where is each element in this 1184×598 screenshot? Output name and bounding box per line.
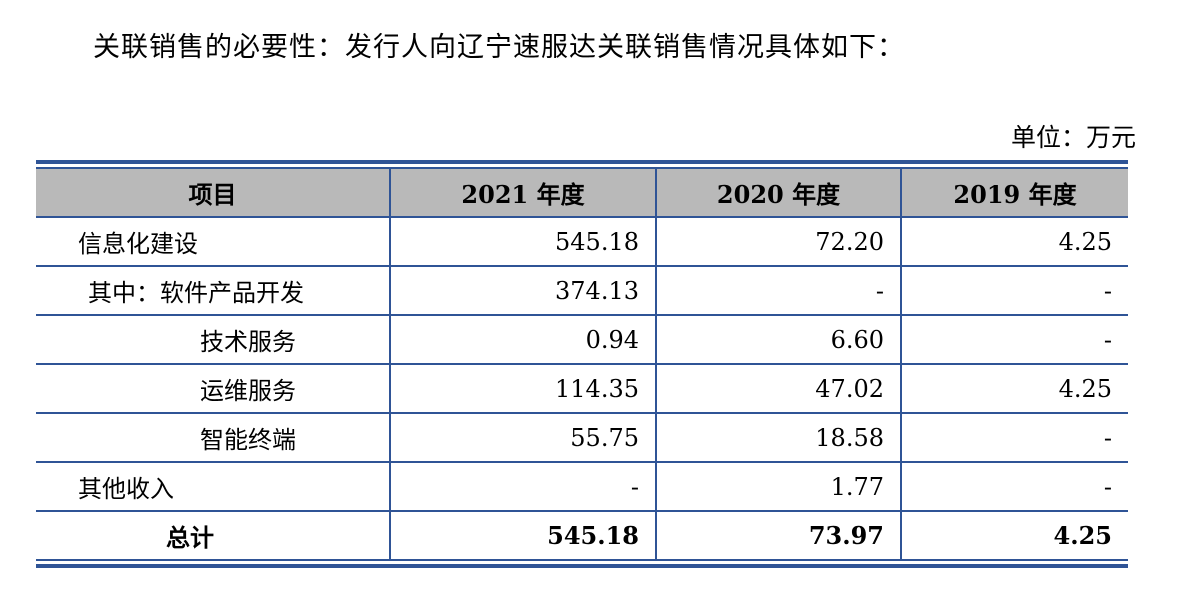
row-label: 其他收入	[36, 462, 390, 512]
unit-label: 单位：万元	[1010, 123, 1136, 152]
total-row: 总计 545.18 73.97 4.25	[36, 511, 1128, 559]
table-bottom-rule-thin	[36, 559, 1128, 561]
cell-2019: -	[900, 413, 1128, 463]
table-row: 信息化建设 545.18 72.20 4.25	[36, 217, 1128, 267]
row-label: 信息化建设	[36, 217, 390, 267]
row-label: 技术服务	[36, 315, 390, 365]
row-label: 智能终端	[36, 413, 390, 463]
table-row: 智能终端 55.75 18.58 -	[36, 413, 1128, 463]
total-2020: 73.97	[655, 511, 901, 559]
related-sales-table-wrapper: 项目 2021 年度 2020 年度 2019 年度 信息化建设 545.18 …	[36, 160, 1128, 568]
cell-2020: -	[655, 266, 901, 316]
header-2020: 2020 年度	[655, 169, 901, 218]
header-2019: 2019 年度	[900, 169, 1128, 218]
table-bottom-rule-thick	[36, 564, 1128, 568]
cell-2021: 374.13	[389, 266, 656, 316]
cell-2019: -	[900, 266, 1128, 316]
intro-paragraph: 关联销售的必要性：发行人向辽宁速服达关联销售情况具体如下：	[93, 32, 905, 63]
table-top-rule-thick	[36, 160, 1128, 164]
table-top-rule-thin	[36, 167, 1128, 169]
cell-2020: 18.58	[655, 413, 901, 463]
cell-2020: 1.77	[655, 462, 901, 512]
cell-2019: -	[900, 462, 1128, 512]
cell-2021: 55.75	[389, 413, 656, 463]
cell-2019: 4.25	[900, 217, 1128, 267]
table-row: 运维服务 114.35 47.02 4.25	[36, 364, 1128, 414]
cell-2021: 114.35	[389, 364, 656, 414]
cell-2021: -	[389, 462, 656, 512]
cell-2021: 0.94	[389, 315, 656, 365]
cell-2020: 47.02	[655, 364, 901, 414]
cell-2019: -	[900, 315, 1128, 365]
total-label: 总计	[166, 523, 214, 552]
table-header-row: 项目 2021 年度 2020 年度 2019 年度	[36, 169, 1128, 218]
total-2021: 545.18	[389, 511, 656, 559]
related-sales-table: 项目 2021 年度 2020 年度 2019 年度 信息化建设 545.18 …	[36, 169, 1128, 559]
row-label: 运维服务	[36, 364, 390, 414]
cell-2019: 4.25	[900, 364, 1128, 414]
header-2021: 2021 年度	[389, 169, 656, 218]
cell-2020: 6.60	[655, 315, 901, 365]
table-row: 其他收入 - 1.77 -	[36, 462, 1128, 512]
table-row: 其中：软件产品开发 374.13 - -	[36, 266, 1128, 316]
row-label: 其中：软件产品开发	[36, 266, 390, 316]
table-row: 技术服务 0.94 6.60 -	[36, 315, 1128, 365]
cell-2020: 72.20	[655, 217, 901, 267]
cell-2021: 545.18	[389, 217, 656, 267]
header-item: 项目	[36, 169, 390, 218]
total-2019: 4.25	[900, 511, 1128, 559]
